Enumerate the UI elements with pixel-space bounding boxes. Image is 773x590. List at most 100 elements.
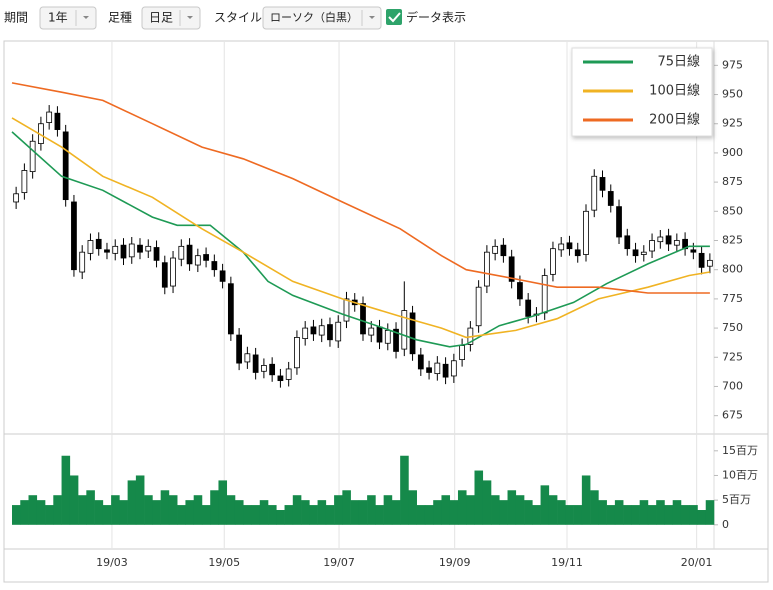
style-dropdown[interactable] xyxy=(262,6,382,30)
candle-body xyxy=(649,240,655,252)
volume-bar xyxy=(152,500,161,525)
y-tick-label: 750 xyxy=(722,321,743,334)
candle-body xyxy=(112,245,119,254)
candle-body xyxy=(327,324,333,341)
candle-body xyxy=(335,321,342,342)
volume-bar xyxy=(259,500,269,525)
y-tick-label: 950 xyxy=(722,88,743,101)
volume-bar xyxy=(474,470,484,525)
volume-bar xyxy=(185,500,194,525)
y-tick-label: 0 xyxy=(722,518,729,531)
x-tick-label: 19/05 xyxy=(208,556,240,569)
volume-bar xyxy=(491,495,500,525)
candle-body xyxy=(376,326,383,343)
candle-body xyxy=(599,177,606,191)
volume-bar xyxy=(69,475,79,525)
candle-body xyxy=(244,353,251,363)
volume-bar xyxy=(144,495,153,525)
volume-bar xyxy=(383,495,393,525)
candle-body xyxy=(393,328,399,352)
candle-body xyxy=(475,286,482,327)
candle-body xyxy=(442,363,449,378)
volume-bar xyxy=(317,500,327,525)
volume-bar xyxy=(606,505,616,525)
candle-body xyxy=(343,298,350,322)
bar-value: 日足 xyxy=(149,11,173,25)
candle-body xyxy=(13,193,20,203)
candle-body xyxy=(574,249,581,257)
candle-body xyxy=(624,235,631,250)
candle-body xyxy=(657,236,664,243)
candle-body xyxy=(145,245,152,252)
volume-bar xyxy=(53,495,62,525)
candle-body xyxy=(310,326,317,335)
legend-label: 200日線 xyxy=(649,112,700,128)
data-toggle-label: データ表示 xyxy=(406,10,466,25)
volume-bar xyxy=(243,505,252,525)
candle-body xyxy=(294,337,300,369)
candle-body xyxy=(186,244,193,265)
volume-bar xyxy=(94,500,104,525)
volume-bar xyxy=(557,500,566,525)
candle-body xyxy=(665,235,672,245)
volume-bar xyxy=(573,505,583,525)
candle-body xyxy=(236,334,242,364)
plot xyxy=(11,82,715,525)
volume-bar xyxy=(457,490,467,525)
candle-body xyxy=(607,191,614,206)
period-label: 期間 xyxy=(4,11,28,25)
style-label: スタイル xyxy=(214,11,262,25)
volume-bar xyxy=(590,490,599,525)
volume-bar xyxy=(168,495,178,525)
volume-bar xyxy=(45,505,54,525)
candle-body xyxy=(566,242,573,250)
candle-body xyxy=(211,261,218,271)
volume-bar xyxy=(499,500,508,525)
candle-body xyxy=(285,368,292,380)
check-mark xyxy=(388,12,401,23)
candle-body xyxy=(227,283,234,335)
candle-body xyxy=(104,249,110,253)
candle-body xyxy=(161,262,168,288)
dropdown-arrow xyxy=(369,16,375,19)
y-tick-label: 975 xyxy=(722,58,743,71)
candle-body xyxy=(269,363,276,376)
candle-body xyxy=(261,365,267,372)
candle-body xyxy=(459,345,465,361)
volume-bar xyxy=(433,500,442,525)
candle-body xyxy=(219,270,226,282)
y-tick-label: 675 xyxy=(722,409,743,422)
candle-body xyxy=(29,140,36,173)
x-tick-label: 19/07 xyxy=(323,556,355,569)
volume-bar xyxy=(623,505,632,525)
y-tick-label: 700 xyxy=(722,379,743,392)
legend-label: 75日線 xyxy=(657,54,700,70)
volume-bar xyxy=(193,495,203,525)
candle-body xyxy=(417,354,424,370)
volume-bar xyxy=(408,490,417,525)
volume-bar xyxy=(614,500,624,525)
candle-body xyxy=(203,254,209,261)
candle-body xyxy=(517,282,523,300)
volume-bar xyxy=(36,500,46,525)
bar-label: 足種 xyxy=(108,11,132,25)
candle-body xyxy=(120,244,127,259)
candle-body xyxy=(95,238,102,250)
candle-body xyxy=(484,251,490,287)
volume-bar xyxy=(210,490,219,525)
volume-bar xyxy=(119,500,128,525)
y-tick-label: 900 xyxy=(722,146,743,159)
data-checkbox[interactable] xyxy=(386,9,402,25)
candle-body xyxy=(54,112,61,130)
candle-body xyxy=(698,252,705,268)
bar-dropdown[interactable] xyxy=(141,6,201,30)
dropdown-arrow xyxy=(187,16,193,19)
volume-bar xyxy=(342,490,351,525)
period-dropdown[interactable] xyxy=(39,6,97,30)
toolbar: 期間 1年 足種 日足 スタイル ローソク（白黒） データ表示 xyxy=(4,6,466,30)
y-tick-label: 925 xyxy=(722,117,743,130)
candle-body xyxy=(87,240,94,254)
volume-bar xyxy=(102,505,112,525)
candle-body xyxy=(409,312,416,355)
